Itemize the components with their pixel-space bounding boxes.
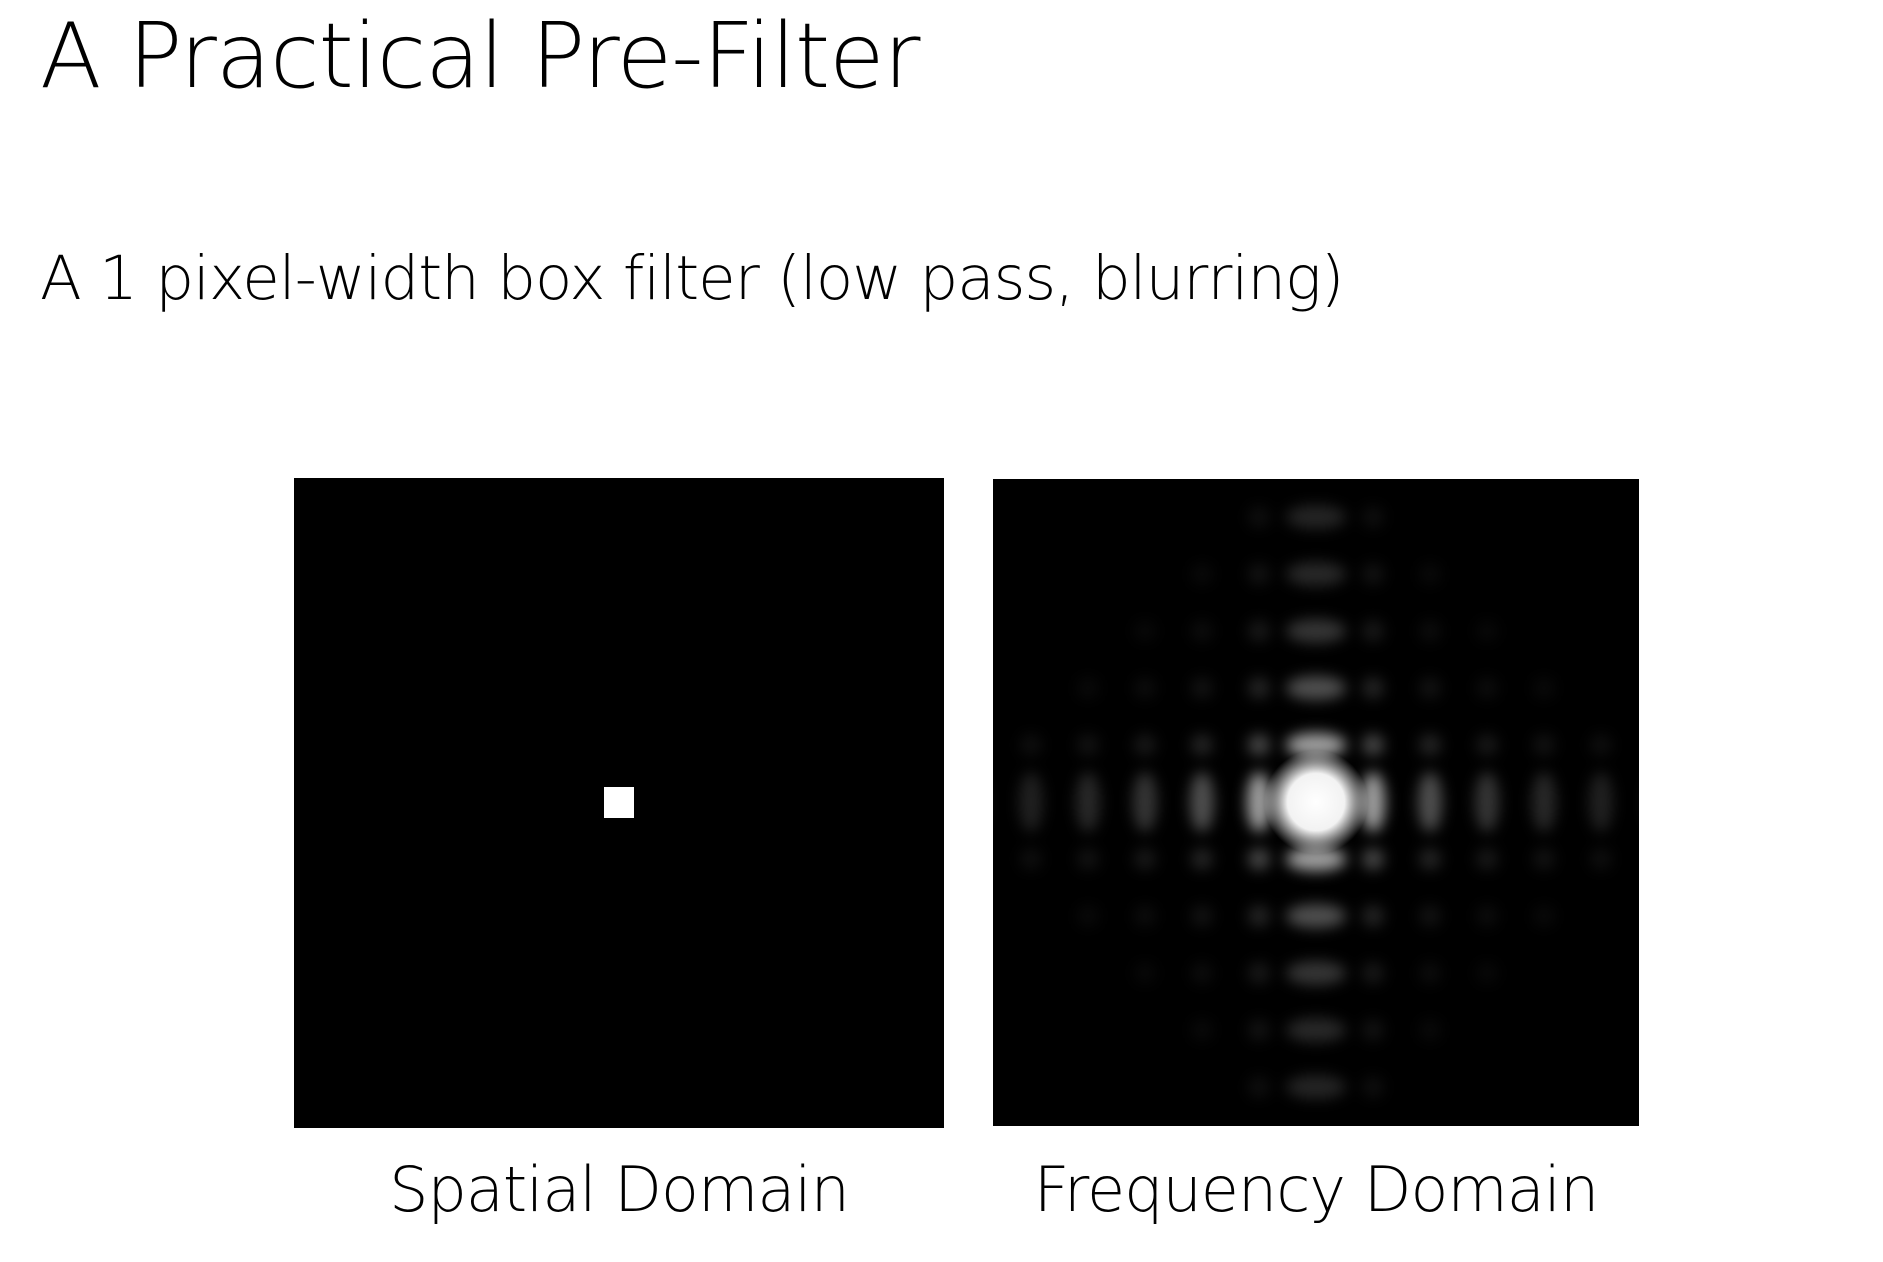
sidelobe-diagonal (1248, 677, 1270, 699)
sidelobe-diagonal (1419, 677, 1441, 699)
sidelobe-diagonal (1419, 620, 1441, 642)
sidelobe-vertical (1286, 847, 1346, 871)
sidelobe-diagonal (1476, 734, 1498, 756)
sidelobe-horizontal (1589, 772, 1613, 832)
sidelobe-diagonal (1476, 905, 1498, 927)
sidelobe-vertical (1286, 619, 1346, 643)
sidelobe-horizontal (1475, 772, 1499, 832)
sidelobe-diagonal (1248, 1076, 1270, 1098)
sidelobe-diagonal (1077, 677, 1099, 699)
sidelobe-diagonal (1077, 848, 1099, 870)
sidelobe-diagonal (1191, 1019, 1213, 1041)
sidelobe-diagonal (1476, 620, 1498, 642)
sidelobe-horizontal (1076, 772, 1100, 832)
sidelobe-diagonal (1362, 734, 1384, 756)
sidelobe-diagonal (1248, 563, 1270, 585)
sidelobe-diagonal (1533, 848, 1555, 870)
sidelobe-diagonal (1476, 677, 1498, 699)
sidelobe-diagonal (1362, 677, 1384, 699)
spatial-domain-caption: Spatial Domain (389, 1153, 850, 1226)
sidelobe-diagonal (1077, 734, 1099, 756)
sidelobe-diagonal (1191, 848, 1213, 870)
sidelobe-vertical (1286, 505, 1346, 529)
sidelobe-diagonal (1191, 563, 1213, 585)
central-lobe (1264, 750, 1368, 854)
sidelobe-diagonal (1134, 620, 1156, 642)
sidelobe-diagonal (1533, 905, 1555, 927)
sidelobe-diagonal (1248, 734, 1270, 756)
sidelobe-diagonal (1590, 848, 1612, 870)
sidelobe-diagonal (1533, 677, 1555, 699)
sidelobe-diagonal (1362, 1076, 1384, 1098)
sidelobe-diagonal (1134, 962, 1156, 984)
sidelobe-diagonal (1476, 848, 1498, 870)
sidelobe-vertical (1286, 562, 1346, 586)
sidelobe-vertical (1286, 1018, 1346, 1042)
sidelobe-diagonal (1191, 905, 1213, 927)
sidelobe-diagonal (1533, 734, 1555, 756)
sidelobe-diagonal (1020, 848, 1042, 870)
slide-subtitle: A 1 pixel-width box filter (low pass, bl… (40, 243, 1344, 314)
sidelobe-diagonal (1362, 905, 1384, 927)
spatial-domain-image (294, 478, 944, 1128)
sidelobe-diagonal (1020, 734, 1042, 756)
sidelobe-diagonal (1419, 848, 1441, 870)
sinc-spectrum (1019, 505, 1613, 1099)
sidelobe-diagonal (1590, 734, 1612, 756)
sidelobe-diagonal (1419, 1019, 1441, 1041)
sidelobe-vertical (1286, 961, 1346, 985)
sidelobe-diagonal (1362, 506, 1384, 528)
sidelobe-diagonal (1362, 1019, 1384, 1041)
sidelobe-diagonal (1419, 905, 1441, 927)
sidelobe-diagonal (1362, 962, 1384, 984)
sidelobe-horizontal (1361, 772, 1385, 832)
sidelobe-diagonal (1134, 905, 1156, 927)
sidelobe-diagonal (1248, 620, 1270, 642)
slide-title: A Practical Pre-Filter (40, 4, 920, 109)
frequency-domain-image (993, 479, 1639, 1126)
sidelobe-diagonal (1248, 506, 1270, 528)
sidelobe-vertical (1286, 733, 1346, 757)
sidelobe-diagonal (1362, 848, 1384, 870)
sidelobe-diagonal (1191, 620, 1213, 642)
sidelobe-diagonal (1191, 962, 1213, 984)
sidelobe-horizontal (1532, 772, 1556, 832)
sidelobe-diagonal (1134, 734, 1156, 756)
sidelobe-diagonal (1419, 734, 1441, 756)
sidelobe-diagonal (1362, 563, 1384, 585)
sidelobe-diagonal (1248, 905, 1270, 927)
sidelobe-diagonal (1248, 1019, 1270, 1041)
box-filter-pixel (604, 787, 634, 818)
sidelobe-diagonal (1362, 620, 1384, 642)
sidelobe-diagonal (1191, 734, 1213, 756)
sidelobe-diagonal (1134, 677, 1156, 699)
sidelobe-diagonal (1248, 848, 1270, 870)
frequency-domain-caption: Frequency Domain (1033, 1153, 1600, 1226)
sidelobe-vertical (1286, 904, 1346, 928)
sidelobe-horizontal (1133, 772, 1157, 832)
sidelobe-diagonal (1419, 962, 1441, 984)
sidelobe-diagonal (1134, 848, 1156, 870)
sidelobe-diagonal (1077, 905, 1099, 927)
sidelobe-diagonal (1476, 962, 1498, 984)
sidelobe-diagonal (1419, 563, 1441, 585)
sidelobe-diagonal (1191, 677, 1213, 699)
sidelobe-vertical (1286, 1075, 1346, 1099)
sidelobe-diagonal (1248, 962, 1270, 984)
sidelobe-vertical (1286, 676, 1346, 700)
sidelobe-horizontal (1418, 772, 1442, 832)
sidelobe-horizontal (1247, 772, 1271, 832)
sidelobe-horizontal (1019, 772, 1043, 832)
sidelobe-horizontal (1190, 772, 1214, 832)
